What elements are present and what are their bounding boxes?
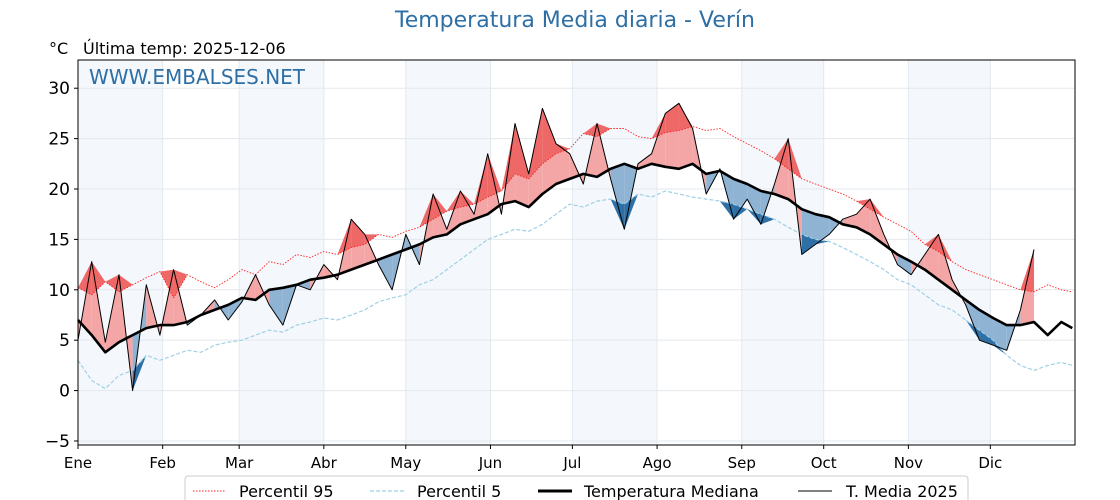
- fill-above-p95: [665, 103, 679, 133]
- month-band: [78, 60, 163, 445]
- fill-above-p95: [446, 191, 461, 212]
- series-line-percentil-95: [77, 126, 1073, 299]
- fill-below-p5: [610, 199, 625, 230]
- month-band: [908, 60, 991, 445]
- x-tick-label: Jun: [478, 454, 502, 472]
- fill-below-median: [993, 318, 1007, 351]
- fill-below-p5: [624, 194, 638, 230]
- x-tick-label: Ene: [64, 454, 92, 472]
- series-line-percentil-5: [77, 190, 1073, 390]
- watermark: WWW.EMBALSES.NET: [89, 65, 306, 89]
- fill-above-p95: [474, 153, 488, 205]
- fill-below-p5: [733, 204, 748, 220]
- y-tick-label: 5: [59, 331, 70, 351]
- fill-below-p5: [760, 214, 775, 225]
- fill-below-p5: [801, 234, 816, 255]
- y-tick-label: 10: [48, 281, 70, 301]
- x-tick-label: Mar: [225, 454, 254, 472]
- fill-above-median: [556, 143, 570, 184]
- anomaly-fills: [78, 103, 1035, 391]
- x-tick-label: Jul: [562, 454, 581, 472]
- fill-below-median: [269, 287, 283, 326]
- last-temp-date: Última temp: 2025-12-06: [83, 39, 286, 58]
- x-tick-label: May: [390, 454, 421, 472]
- month-band: [239, 60, 324, 445]
- fill-above-p95: [91, 261, 106, 295]
- fill-above-p95: [596, 123, 611, 137]
- fill-above-p95: [78, 261, 92, 295]
- x-tick-label: Feb: [149, 454, 176, 472]
- fill-above-p95: [419, 194, 434, 228]
- fill-above-median: [856, 199, 871, 235]
- fill-above-p95: [651, 113, 666, 139]
- fill-above-p95: [774, 138, 789, 169]
- legend-p95-label: Percentil 95: [239, 482, 334, 500]
- legend-p5-label: Percentil 5: [417, 482, 501, 500]
- fill-above-p95: [938, 234, 953, 262]
- chart-title: Temperatura Media diaria - Verín: [395, 8, 755, 33]
- x-axis: Ene Feb Mar Abr May Jun Jul Ago Sep Oct Nov Dic: [64, 445, 1002, 472]
- x-tick-label: Ago: [643, 454, 672, 472]
- fill-above-p95: [856, 199, 871, 210]
- legend: Percentil 95 Percentil 5 Temperatura Med…: [184, 475, 969, 500]
- fill-above-p95: [159, 269, 174, 298]
- fill-below-p5: [747, 209, 761, 225]
- x-tick-label: Abr: [311, 454, 338, 472]
- fill-above-p95: [105, 274, 119, 292]
- y-tick-label: 30: [48, 79, 70, 99]
- fill-above-p95: [351, 219, 365, 248]
- month-band: [741, 60, 824, 445]
- y-tick-label: 25: [48, 130, 70, 150]
- fill-below-median: [815, 214, 830, 245]
- legend-median-label: Temperatura Mediana: [583, 482, 759, 500]
- x-tick-label: Dic: [978, 454, 1002, 472]
- fill-above-p95: [487, 153, 502, 198]
- fill-above-p95: [583, 123, 597, 137]
- fill-above-p95: [870, 199, 884, 218]
- x-tick-label: Sep: [728, 454, 756, 472]
- fill-above-p95: [501, 123, 516, 192]
- month-band: [572, 60, 658, 445]
- y-axis: −5 0 5 10 15 20 25 30: [45, 79, 78, 452]
- fill-above-p95: [337, 219, 352, 255]
- y-tick-label: 15: [48, 230, 70, 250]
- series-lines: [77, 102, 1073, 392]
- fill-above-median: [637, 153, 652, 169]
- fill-below-p5: [132, 355, 147, 391]
- y-tick-label: 20: [48, 180, 70, 200]
- fill-above-p95: [173, 269, 188, 298]
- fill-below-p5: [965, 320, 980, 341]
- fill-below-median: [378, 254, 393, 290]
- fill-above-p95: [1020, 249, 1035, 292]
- y-tick-label: 0: [59, 382, 70, 402]
- month-bands: [78, 60, 991, 445]
- series-line-t-media-2025: [77, 102, 1035, 392]
- x-tick-label: Nov: [894, 454, 923, 472]
- fill-above-p95: [118, 274, 133, 292]
- legend-2025-label: T. Media 2025: [845, 482, 958, 500]
- plot-frame: [77, 59, 1076, 446]
- fill-above-p95: [460, 191, 475, 208]
- legend-box: [184, 475, 969, 500]
- y-tick-label: −5: [45, 432, 70, 452]
- x-tick-label: Oct: [811, 454, 837, 472]
- y-axis-unit-label: °C: [49, 39, 69, 58]
- fill-below-median: [897, 254, 912, 275]
- fill-above-p95: [542, 108, 557, 164]
- fill-below-p5: [815, 239, 830, 245]
- fill-below-median: [132, 284, 147, 391]
